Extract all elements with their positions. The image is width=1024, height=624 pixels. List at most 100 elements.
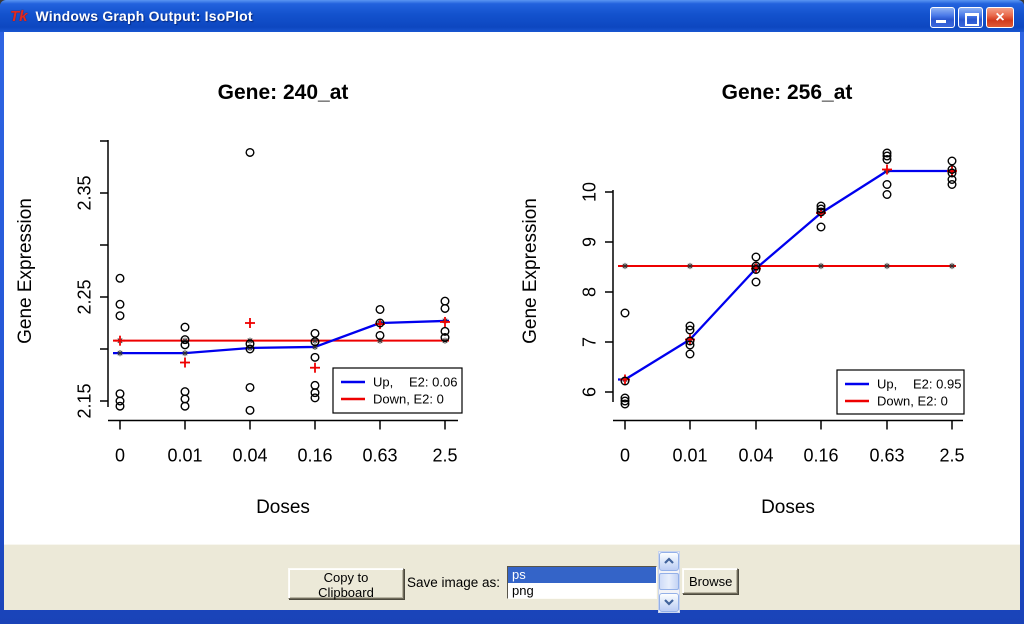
x-tick-label: 0.01 <box>167 446 202 466</box>
data-point <box>947 174 957 184</box>
data-point <box>751 261 761 271</box>
data-point <box>115 311 125 321</box>
legend-label: Up, <box>877 377 897 392</box>
window-title: Windows Graph Output: IsoPlot <box>35 8 253 24</box>
data-point <box>947 156 957 166</box>
data-point <box>375 330 385 340</box>
plot-1: 2.15 2.25 2.35 0 0.01 0.04 0.16 0.63 2.5 Gene: 24… <box>15 81 463 518</box>
x-tick-label: 0 <box>115 446 125 466</box>
format-option-ps[interactable]: ps <box>508 567 656 583</box>
format-option-png[interactable]: png <box>512 583 534 598</box>
x-tick-label: 2.5 <box>432 446 457 466</box>
data-point <box>180 335 190 345</box>
data-point <box>245 344 255 354</box>
legend-value: E2: 0.95 <box>913 377 961 392</box>
data-point <box>115 299 125 309</box>
y-tick-label: 2.25 <box>74 279 94 314</box>
format-scrollbar[interactable] <box>658 551 680 613</box>
data-point <box>882 148 892 158</box>
data-point <box>751 265 761 275</box>
data-point <box>685 340 695 350</box>
y-tick-label: 9 <box>579 237 599 247</box>
data-point <box>882 179 892 189</box>
x-tick-label: 0.63 <box>869 446 904 466</box>
maximize-button[interactable] <box>958 7 983 28</box>
format-listbox[interactable]: ps png <box>507 566 657 599</box>
data-point <box>947 179 957 189</box>
y-axis-label: Gene Expression <box>520 198 541 344</box>
title-bar[interactable]: Tk Windows Graph Output: IsoPlot × <box>0 0 1024 32</box>
y-tick-label: 10 <box>579 182 599 202</box>
x-axis-label: Doses <box>256 497 310 518</box>
data-point <box>440 326 450 336</box>
data-point <box>816 207 826 217</box>
legend-box <box>836 369 965 415</box>
data-point <box>620 399 630 409</box>
chevron-down-icon <box>664 599 674 606</box>
chevron-up-icon <box>664 557 674 564</box>
data-point <box>947 168 957 178</box>
copy-to-clipboard-button[interactable]: Copy to Clipboard <box>288 568 404 600</box>
y-axis-label: Gene Expression <box>15 198 36 344</box>
data-point <box>620 393 630 403</box>
data-point <box>685 349 695 359</box>
data-point <box>685 321 695 331</box>
data-point <box>375 318 385 328</box>
data-point <box>751 252 761 262</box>
data-point <box>882 151 892 161</box>
x-tick-label: 2.5 <box>939 446 964 466</box>
data-point <box>751 277 761 287</box>
data-point <box>180 401 190 411</box>
up-fit-line <box>618 169 956 381</box>
data-point <box>440 296 450 306</box>
data-point <box>310 393 320 403</box>
data-point <box>685 325 695 335</box>
y-tick-label: 7 <box>579 337 599 347</box>
data-point <box>310 328 320 338</box>
data-point <box>245 147 255 157</box>
minimize-icon <box>936 20 946 23</box>
data-point <box>620 308 630 318</box>
data-point <box>440 303 450 313</box>
x-tick-label: 0.16 <box>803 446 838 466</box>
data-point <box>180 340 190 350</box>
y-tick-label: 8 <box>579 287 599 297</box>
data-point <box>310 388 320 398</box>
scroll-down-button[interactable] <box>659 593 679 612</box>
minimize-button[interactable] <box>930 7 955 28</box>
x-tick-label: 0.04 <box>232 446 267 466</box>
data-point <box>115 396 125 406</box>
x-tick-label: 0.01 <box>672 446 707 466</box>
x-axis-label: Doses <box>761 497 815 518</box>
legend-label: Down, E2: 0 <box>373 392 444 407</box>
data-point <box>245 339 255 349</box>
plot-title: Gene: 240_at <box>218 81 349 104</box>
legend-value: E2: 0.06 <box>409 375 457 390</box>
data-point <box>816 222 826 232</box>
tk-app-icon: Tk <box>10 7 28 25</box>
data-point <box>947 164 957 174</box>
data-point <box>115 389 125 399</box>
isoplot-figure: 2.15 2.25 2.35 0 0.01 0.04 0.16 0.63 2.5 Gene: 24… <box>15 81 965 518</box>
data-point <box>180 387 190 397</box>
data-point <box>620 396 630 406</box>
data-point <box>620 376 630 386</box>
y-tick-label: 2.35 <box>74 175 94 210</box>
data-point <box>115 401 125 411</box>
legend-box <box>332 367 463 414</box>
browse-button[interactable]: Browse <box>682 568 738 594</box>
data-point <box>310 352 320 362</box>
close-button[interactable]: × <box>986 7 1014 28</box>
data-point <box>816 204 826 214</box>
y-tick-label: 2.15 <box>74 383 94 418</box>
x-tick-label: 0.04 <box>738 446 773 466</box>
legend-label: Down, E2: 0 <box>877 394 948 409</box>
data-point <box>882 189 892 199</box>
y-tick-label: 6 <box>579 387 599 397</box>
scroll-thumb[interactable] <box>659 573 679 590</box>
scroll-up-button[interactable] <box>659 552 679 571</box>
data-point <box>310 337 320 347</box>
data-point <box>180 322 190 332</box>
up-fit-line <box>113 319 449 355</box>
plot-2: 6 7 8 9 10 0 0.01 0.04 0.16 0.63 2.5 Gene: 256_at Do… <box>520 81 965 518</box>
